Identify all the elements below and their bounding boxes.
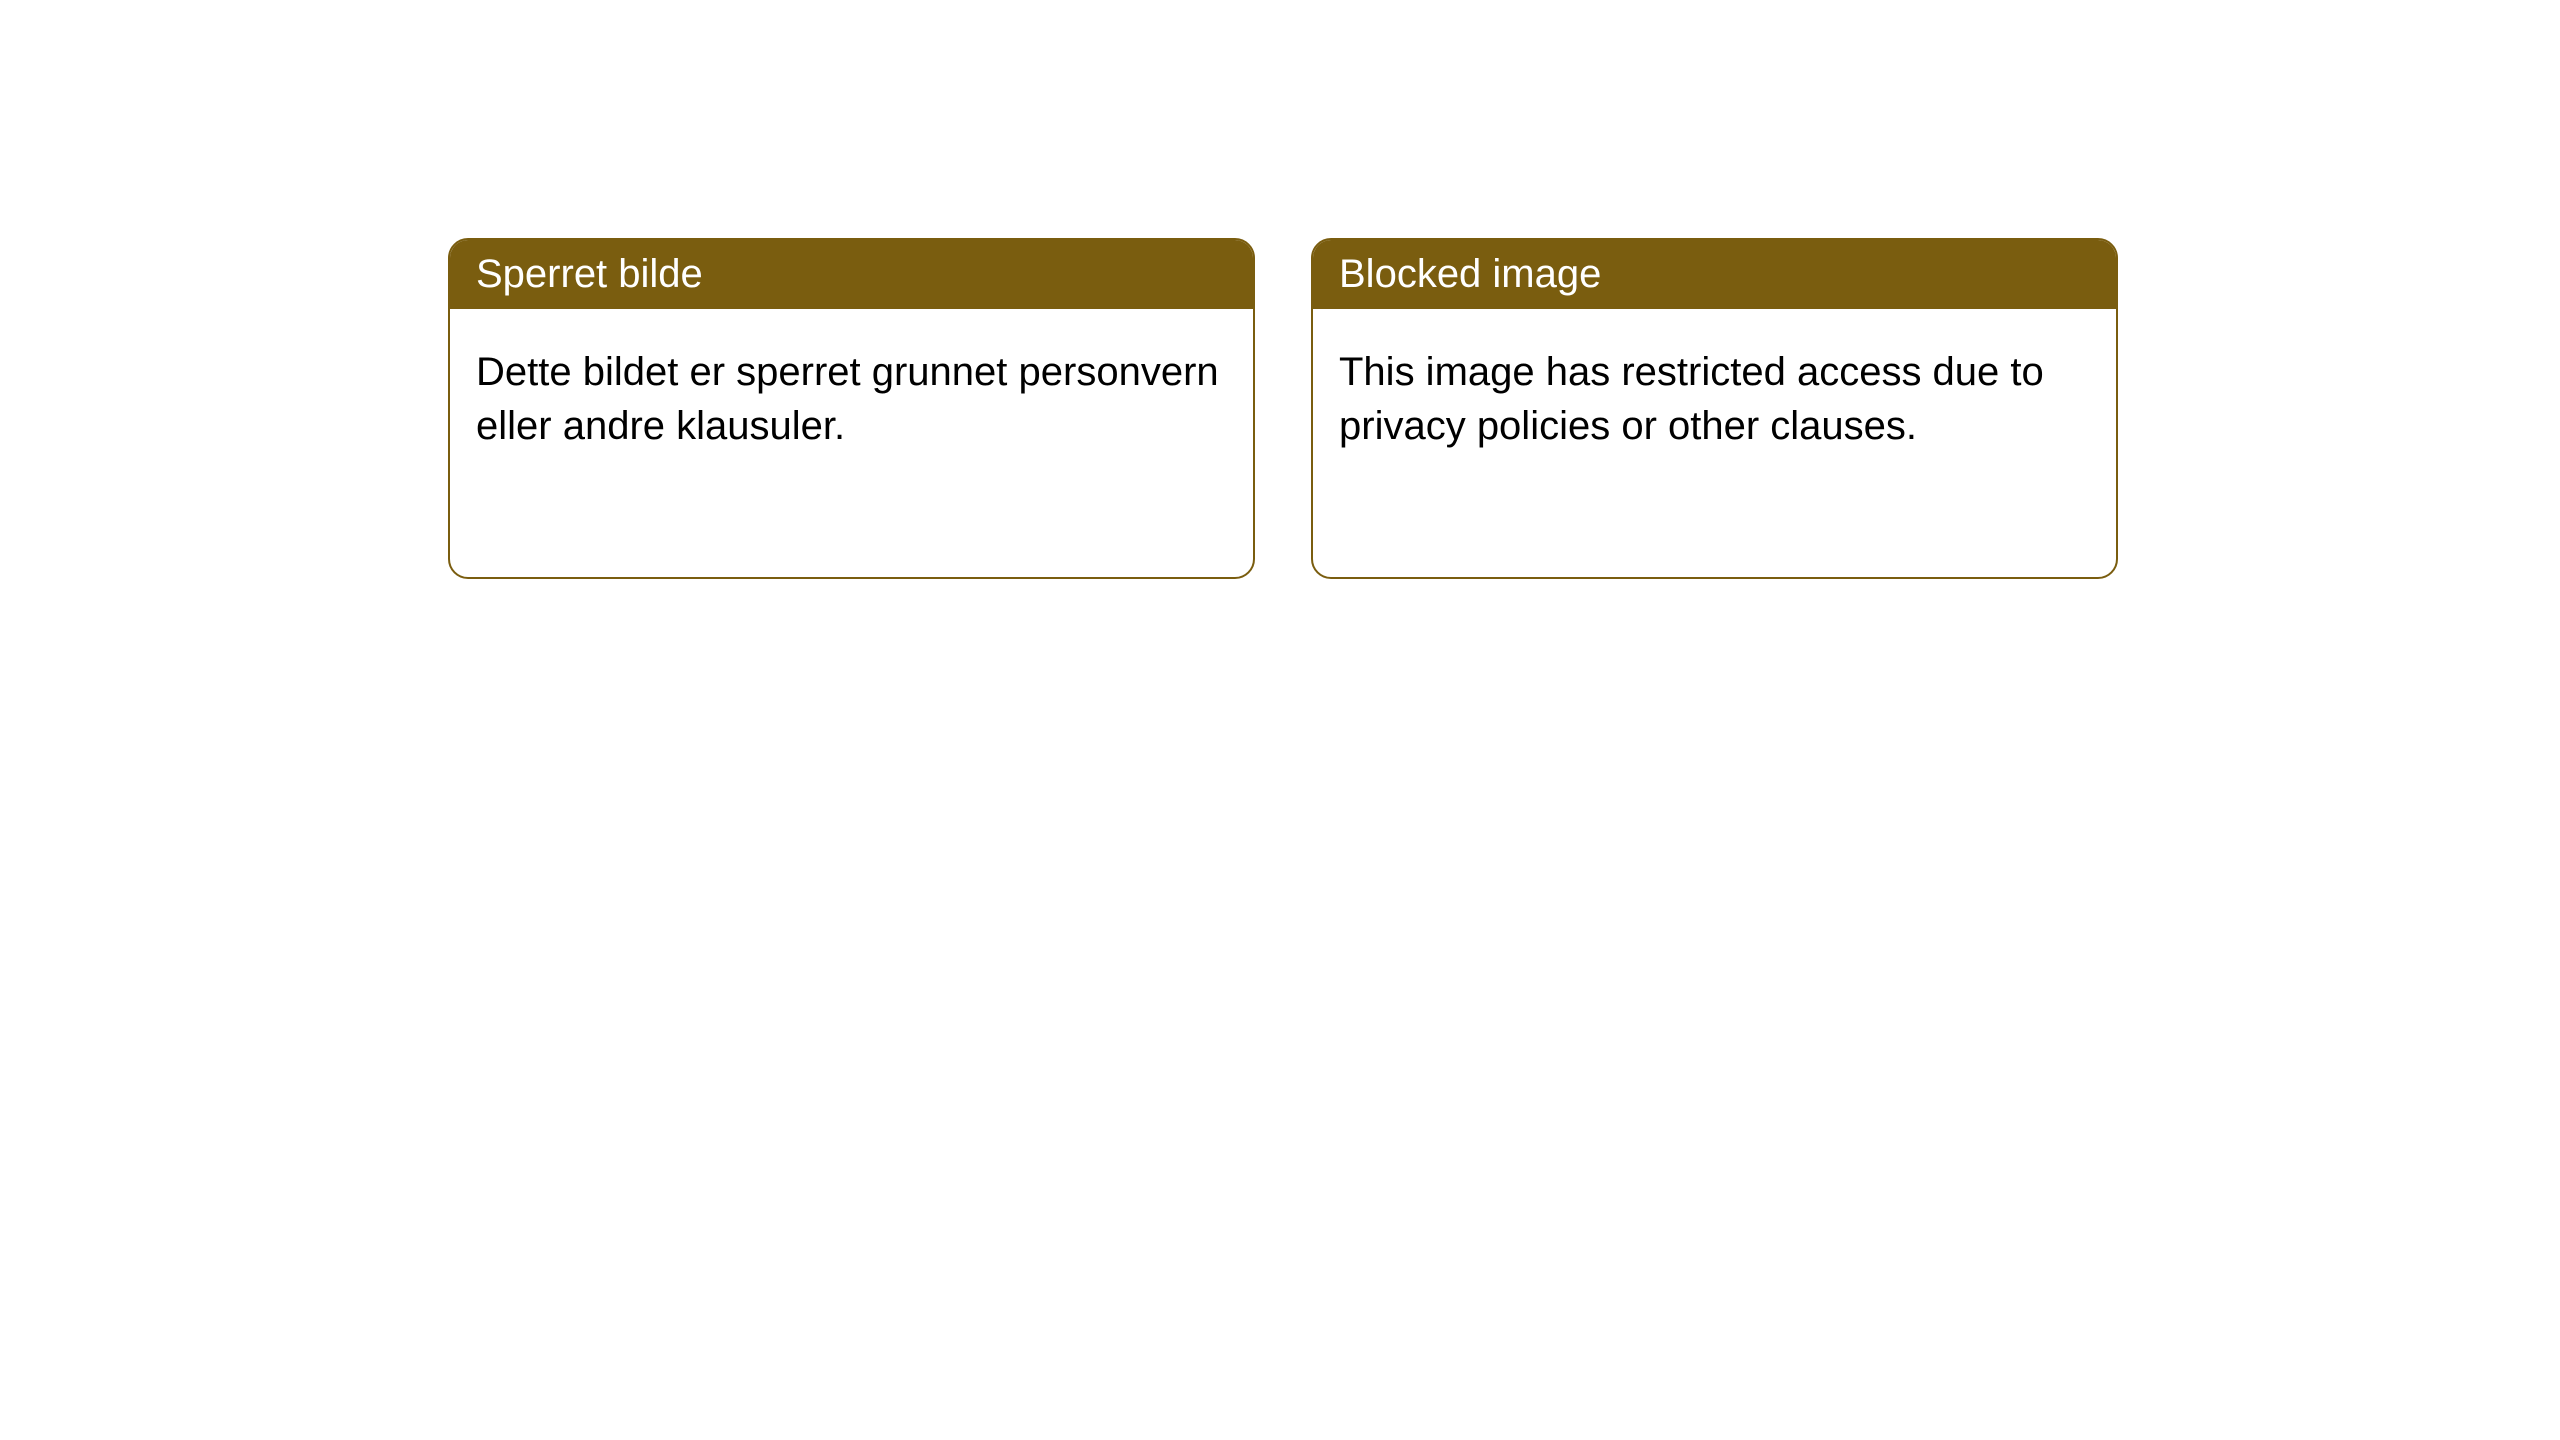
card-body-no: Dette bildet er sperret grunnet personve… (450, 309, 1253, 489)
card-body-en: This image has restricted access due to … (1313, 309, 2116, 489)
blocked-image-card-en: Blocked image This image has restricted … (1311, 238, 2118, 579)
card-title-no: Sperret bilde (450, 240, 1253, 309)
card-title-en: Blocked image (1313, 240, 2116, 309)
cards-container: Sperret bilde Dette bildet er sperret gr… (448, 238, 2118, 579)
blocked-image-card-no: Sperret bilde Dette bildet er sperret gr… (448, 238, 1255, 579)
